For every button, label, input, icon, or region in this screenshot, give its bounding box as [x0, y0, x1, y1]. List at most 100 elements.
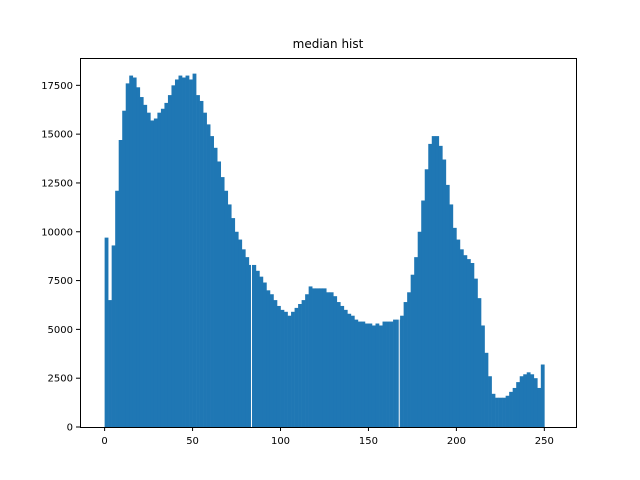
histogram-bar — [129, 75, 134, 427]
histogram-bar — [438, 145, 443, 428]
histogram-bar — [357, 321, 362, 427]
histogram-bar — [189, 79, 193, 427]
histogram-bar — [294, 307, 299, 427]
histogram-bar — [329, 292, 334, 427]
histogram-bar — [111, 245, 116, 427]
histogram-bar — [449, 204, 454, 427]
histogram-bar — [459, 249, 464, 427]
histogram-bar — [393, 319, 397, 427]
histogram-bar — [298, 304, 302, 427]
x-tick-label: 200 — [447, 436, 466, 447]
histogram-bar — [361, 321, 366, 427]
histogram-bar — [410, 274, 415, 427]
histogram-bar — [403, 302, 408, 427]
histogram-bar — [428, 143, 433, 427]
histogram-bar — [484, 352, 489, 427]
histogram-bar — [301, 300, 306, 427]
histogram-bar — [407, 292, 411, 427]
histogram-bar — [231, 218, 236, 427]
histogram-bar — [245, 257, 250, 427]
histogram-bar — [199, 100, 204, 427]
y-tick-label: 5000 — [48, 325, 73, 336]
histogram-bar — [171, 85, 176, 427]
histogram-bar — [178, 75, 183, 427]
histogram-bar — [512, 387, 517, 427]
histogram-bar — [160, 108, 165, 427]
histogram-bar — [287, 315, 292, 427]
histogram-bar — [125, 83, 130, 427]
histogram-bar — [227, 204, 232, 427]
histogram-bar — [491, 393, 496, 427]
x-tick-label: 0 — [101, 436, 107, 447]
histogram-bar — [104, 237, 109, 427]
histogram-bar — [463, 255, 468, 427]
y-tick-label: 10000 — [41, 227, 73, 238]
y-tick-label: 0 — [67, 423, 73, 434]
histogram-bar — [115, 190, 119, 427]
histogram-bar — [523, 374, 528, 427]
plot-frame — [80, 58, 577, 428]
histogram-bar — [530, 374, 535, 427]
histogram-bar — [488, 376, 492, 427]
histogram-bar — [291, 311, 295, 427]
y-tick-label: 7500 — [48, 276, 73, 287]
histogram-bar — [174, 79, 179, 427]
histogram-bar — [273, 300, 278, 427]
histogram-bar — [203, 112, 207, 428]
histogram-bar — [108, 300, 112, 427]
histogram-bar — [182, 77, 186, 428]
histogram-bar — [347, 313, 352, 427]
histogram-bar — [319, 288, 324, 427]
histogram-bar — [206, 124, 211, 427]
histogram-bar — [276, 305, 281, 427]
histogram-bar — [241, 249, 246, 427]
histogram-bar — [312, 288, 316, 427]
y-axis-ticks: 0 2500 5000 7500 10000 12500 15000 17500 — [41, 81, 80, 434]
histogram-bar — [382, 321, 387, 427]
histogram-bar — [505, 395, 510, 427]
histogram-bar — [473, 278, 478, 427]
histogram-bar — [185, 75, 190, 427]
y-tick-label: 2500 — [48, 374, 73, 385]
histogram-bar — [400, 315, 404, 427]
histogram-bar — [150, 120, 155, 427]
histogram-bar — [153, 118, 158, 428]
histogram-bar — [322, 288, 327, 427]
histogram-bar — [379, 325, 383, 427]
histogram-bar — [326, 292, 331, 427]
histogram-bar — [238, 239, 243, 427]
histogram-bar — [470, 263, 475, 427]
histogram-bar — [452, 227, 457, 427]
histogram-bar — [445, 184, 450, 427]
histogram-bar — [516, 382, 521, 427]
histogram-bar — [220, 177, 225, 427]
histogram-bar — [435, 136, 440, 427]
histogram-bar — [421, 200, 426, 427]
y-tick-label: 17500 — [41, 81, 73, 92]
histogram-bar — [333, 296, 338, 427]
histogram-bar — [164, 102, 169, 428]
histogram-bar — [481, 325, 485, 427]
x-axis-ticks: 0 50 100 150 200 250 — [101, 427, 554, 447]
histogram-bar — [375, 323, 380, 427]
histogram-bar — [498, 397, 503, 427]
histogram-bar — [157, 112, 162, 428]
histogram-bar — [424, 169, 429, 428]
histogram-bar — [350, 315, 355, 427]
histogram-bar — [234, 231, 239, 427]
histogram-bar — [354, 319, 359, 427]
histogram-bar — [396, 319, 401, 427]
histogram-bars — [104, 58, 545, 428]
histogram-bar — [284, 311, 288, 427]
histogram-bar — [417, 231, 422, 427]
y-tick-label: 15000 — [41, 130, 73, 141]
histogram-bar — [143, 104, 148, 428]
histogram-bar — [132, 77, 137, 428]
y-tick-label: 12500 — [41, 178, 73, 189]
histogram-bar — [136, 87, 141, 427]
x-tick-label: 100 — [271, 436, 290, 447]
histogram-bar — [196, 95, 200, 427]
histogram-bar — [340, 305, 345, 427]
histogram-bar — [336, 302, 341, 427]
